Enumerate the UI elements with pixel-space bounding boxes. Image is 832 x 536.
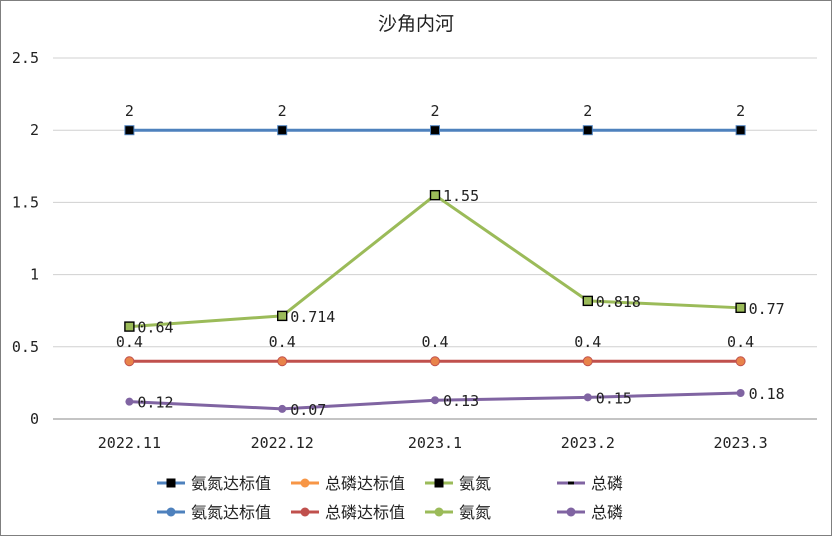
data-point: [735, 125, 746, 136]
data-point: [277, 356, 288, 367]
y-axis-ticks: 0 0.5 1 1.5 2 2.5: [12, 49, 39, 428]
series-lines: [124, 125, 746, 413]
legend-label: 总磷: [591, 474, 623, 493]
data-point: [124, 125, 135, 136]
data-point: [735, 356, 746, 367]
data-point: [430, 356, 440, 367]
chart-title: 沙角内河: [378, 13, 454, 35]
data-label: 1.55: [443, 187, 479, 205]
data-label: 0.07: [290, 401, 326, 419]
legend-marker: [166, 478, 176, 488]
legend-label: 总磷达标值: [325, 503, 405, 522]
data-label: 2: [736, 102, 745, 120]
data-point: [735, 302, 746, 314]
data-point: [278, 404, 287, 413]
legend-marker: [568, 481, 574, 485]
data-label: 2: [125, 102, 134, 120]
data-point: [583, 393, 592, 402]
data-point: [736, 389, 745, 398]
data-point: [277, 310, 288, 322]
legend-marker: [300, 507, 310, 517]
data-label: 0.4: [269, 333, 296, 351]
data-label: 2: [583, 102, 592, 120]
data-label: 0.13: [443, 392, 479, 410]
data-point: [124, 356, 135, 367]
x-tick-label: 2023.3: [714, 434, 768, 452]
data-point: [125, 397, 134, 406]
data-label: 0.77: [749, 300, 785, 318]
y-tick-label: 0.5: [12, 338, 39, 356]
data-point: [430, 125, 440, 136]
data-label: 0.12: [137, 394, 173, 412]
data-label: 2: [430, 102, 439, 120]
y-tick-label: 2: [30, 121, 39, 139]
data-point: [431, 396, 439, 405]
legend-label: 氨氮达标值: [191, 503, 271, 522]
data-label: 0.15: [596, 389, 632, 407]
legend-label: 总磷达标值: [325, 474, 405, 493]
y-tick-label: 1: [30, 266, 39, 284]
data-label: 0.818: [596, 293, 641, 311]
data-label: 0.4: [574, 333, 601, 351]
y-tick-label: 2.5: [12, 49, 39, 67]
data-label: 0.64: [137, 319, 173, 337]
data-point: [277, 125, 288, 136]
legend-marker: [166, 507, 176, 517]
legend-marker: [434, 478, 444, 488]
data-label: 0.4: [116, 333, 143, 351]
data-label: 0.4: [727, 333, 754, 351]
legend-label: 氨氮达标值: [191, 474, 271, 493]
data-point: [582, 295, 593, 307]
data-label: 0.4: [421, 333, 448, 351]
legend-marker: [300, 478, 310, 488]
x-axis-ticks: 2022.11 2022.12 2023.1 2023.2 2023.3: [98, 434, 768, 452]
x-tick-label: 2023.1: [408, 434, 462, 452]
data-point: [582, 356, 593, 367]
legend-label: 总磷: [591, 503, 623, 522]
legend-label: 氨氮: [459, 503, 491, 522]
x-tick-label: 2022.12: [251, 434, 314, 452]
data-point: [429, 189, 441, 201]
data-point: [582, 125, 593, 136]
series-line: [129, 193, 741, 329]
x-tick-label: 2023.2: [561, 434, 615, 452]
y-tick-label: 0: [30, 410, 39, 428]
legend-marker: [566, 507, 576, 517]
data-point: [124, 321, 135, 332]
legend-marker: [434, 507, 444, 517]
data-label: 0.714: [290, 308, 335, 326]
data-label: 2: [278, 102, 287, 120]
x-tick-label: 2022.11: [98, 434, 161, 452]
data-label: 0.18: [749, 385, 785, 403]
legend-label: 氨氮: [459, 474, 491, 493]
y-tick-label: 1.5: [12, 193, 39, 211]
